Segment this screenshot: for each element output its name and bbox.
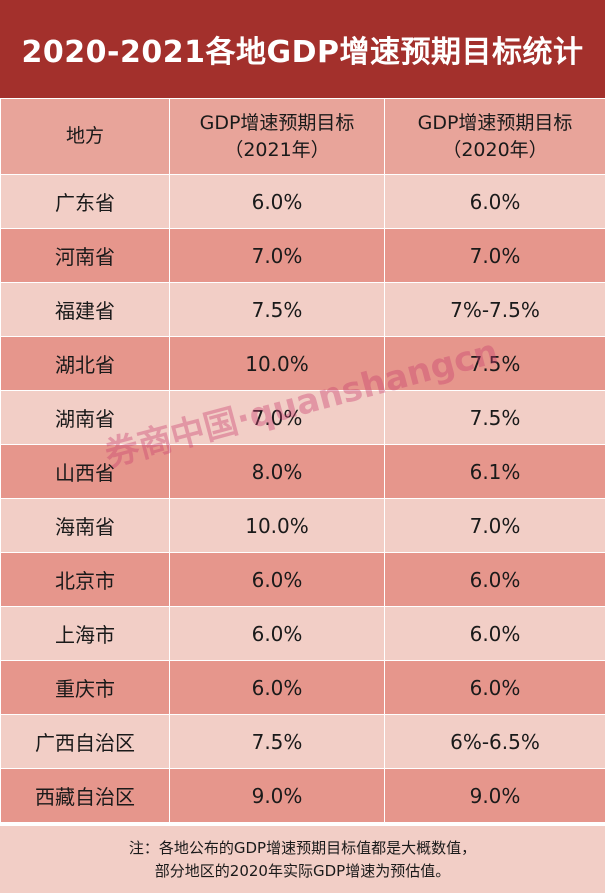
cell-2021-target: 6.0%: [169, 174, 385, 229]
cell-2020-target: 6.0%: [384, 660, 605, 715]
footnote: 注：各地公布的GDP增速预期目标值都是大概数值， 部分地区的2020年实际GDP…: [0, 826, 605, 893]
header-2021: GDP增速预期目标 （2021年）: [169, 98, 385, 175]
cell-region: 海南省: [0, 498, 170, 553]
header-2020: GDP增速预期目标 （2020年）: [384, 98, 605, 175]
cell-2021-target: 6.0%: [169, 606, 385, 661]
cell-2021-target: 7.5%: [169, 714, 385, 769]
cell-2021-target: 6.0%: [169, 660, 385, 715]
cell-2021-target: 7.5%: [169, 282, 385, 337]
table-body: 广东省 6.0% 6.0% 河南省 7.0% 7.0% 福建省 7.5% 7%-7.5% 湖北省 1…: [0, 174, 605, 823]
table-row: 山西省 8.0% 6.1%: [0, 444, 605, 499]
table-row: 广东省 6.0% 6.0%: [0, 174, 605, 229]
gdp-table: 地方 GDP增速预期目标 （2021年） GDP增速预期目标 （2020年） 广…: [0, 98, 605, 823]
table-row: 福建省 7.5% 7%-7.5%: [0, 282, 605, 337]
table-row: 上海市 6.0% 6.0%: [0, 606, 605, 661]
cell-2021-target: 10.0%: [169, 336, 385, 391]
table-row: 河南省 7.0% 7.0%: [0, 228, 605, 283]
header-region: 地方: [0, 98, 170, 175]
table-row: 湖南省 7.0% 7.5%: [0, 390, 605, 445]
cell-region: 山西省: [0, 444, 170, 499]
cell-region: 重庆市: [0, 660, 170, 715]
cell-2020-target: 6%-6.5%: [384, 714, 605, 769]
header-2020-line2: （2020年）: [442, 138, 548, 161]
table-row: 广西自治区 7.5% 6%-6.5%: [0, 714, 605, 769]
cell-2020-target: 7.5%: [384, 336, 605, 391]
table-row: 西藏自治区 9.0% 9.0%: [0, 768, 605, 823]
cell-region: 湖南省: [0, 390, 170, 445]
cell-region: 北京市: [0, 552, 170, 607]
table-header-row: 地方 GDP增速预期目标 （2021年） GDP增速预期目标 （2020年）: [0, 98, 605, 175]
cell-2020-target: 7.0%: [384, 498, 605, 553]
cell-2020-target: 6.0%: [384, 606, 605, 661]
cell-2020-target: 7.0%: [384, 228, 605, 283]
header-2021-line1: GDP增速预期目标: [199, 111, 355, 134]
cell-2020-target: 6.1%: [384, 444, 605, 499]
cell-2021-target: 6.0%: [169, 552, 385, 607]
header-2021-line2: （2021年）: [224, 138, 330, 161]
cell-region: 河南省: [0, 228, 170, 283]
cell-2021-target: 7.0%: [169, 228, 385, 283]
table-row: 湖北省 10.0% 7.5%: [0, 336, 605, 391]
cell-2020-target: 7.5%: [384, 390, 605, 445]
cell-2020-target: 6.0%: [384, 174, 605, 229]
cell-region: 福建省: [0, 282, 170, 337]
cell-2020-target: 7%-7.5%: [384, 282, 605, 337]
cell-2021-target: 10.0%: [169, 498, 385, 553]
table-row: 海南省 10.0% 7.0%: [0, 498, 605, 553]
cell-2021-target: 8.0%: [169, 444, 385, 499]
cell-2021-target: 7.0%: [169, 390, 385, 445]
footnote-line1: 注：各地公布的GDP增速预期目标值都是大概数值，: [128, 838, 477, 857]
cell-2020-target: 9.0%: [384, 768, 605, 823]
footnote-line2: 部分地区的2020年实际GDP增速为预估值。: [154, 861, 451, 880]
cell-region: 广西自治区: [0, 714, 170, 769]
page-title: 2020-2021各地GDP增速预期目标统计: [0, 0, 605, 98]
table-row: 北京市 6.0% 6.0%: [0, 552, 605, 607]
cell-region: 上海市: [0, 606, 170, 661]
cell-2020-target: 6.0%: [384, 552, 605, 607]
cell-2021-target: 9.0%: [169, 768, 385, 823]
cell-region: 湖北省: [0, 336, 170, 391]
cell-region: 西藏自治区: [0, 768, 170, 823]
header-2020-line1: GDP增速预期目标: [417, 111, 573, 134]
cell-region: 广东省: [0, 174, 170, 229]
header-region-label: 地方: [65, 125, 104, 147]
table-row: 重庆市 6.0% 6.0%: [0, 660, 605, 715]
